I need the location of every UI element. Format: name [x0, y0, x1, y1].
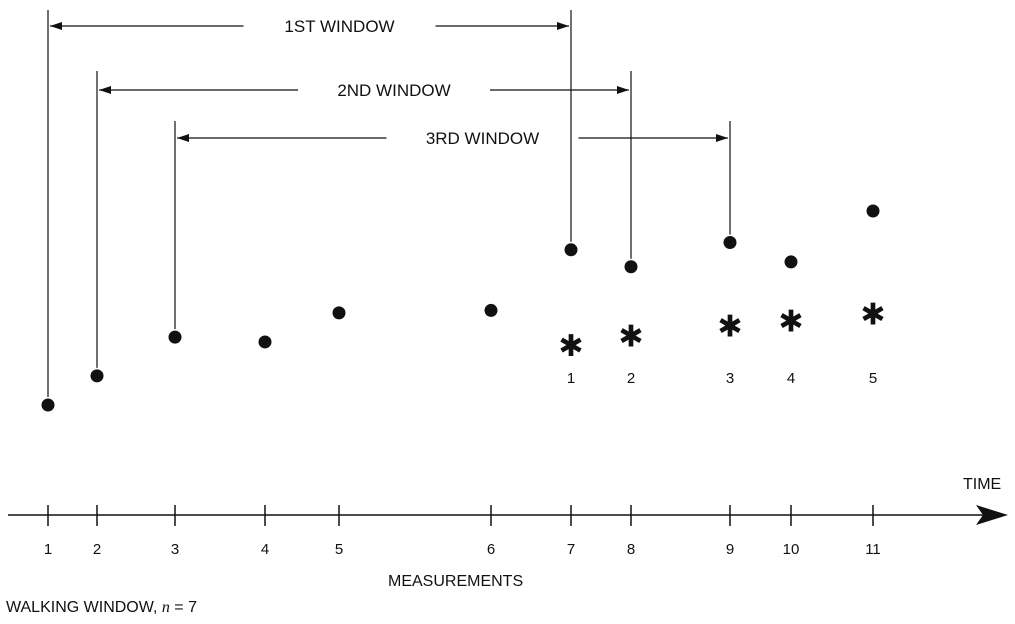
- window-result: ✱3: [717, 311, 742, 387]
- window-result: ✱1: [558, 330, 583, 387]
- measurements-label: MEASUREMENTS: [388, 573, 523, 590]
- window-result-label: 5: [869, 370, 877, 387]
- measurement-dot: [784, 255, 798, 269]
- axis-tick-label: 10: [783, 541, 800, 558]
- axis-tick-label: 2: [93, 541, 101, 558]
- window-result-label: 3: [726, 370, 734, 387]
- measurement-dot: [866, 204, 880, 218]
- axis-tick-label: 1: [44, 541, 52, 558]
- window-bracket: 3RD WINDOW: [174, 121, 731, 330]
- measurement-dot: [564, 243, 578, 257]
- measurement-dot: [484, 303, 498, 317]
- window-result: ✱2: [618, 320, 643, 387]
- measurement-dot: [41, 398, 55, 412]
- measurement-points: [41, 204, 880, 412]
- measurement-dot: [258, 335, 272, 349]
- measurement-dot: [723, 236, 737, 250]
- time-label: TIME: [963, 476, 1001, 493]
- window-result-asterisk: ✱: [717, 311, 742, 344]
- caption-suffix: = 7: [170, 599, 197, 616]
- axis-tick-label: 5: [335, 541, 343, 558]
- window-bracket: 1ST WINDOW: [47, 10, 572, 397]
- window-result-label: 4: [787, 370, 795, 387]
- axis-tick-label: 11: [865, 541, 881, 558]
- window-brackets: 1ST WINDOW 2ND WINDOW 3RD WINDOW: [47, 10, 731, 397]
- measurement-dot: [90, 369, 104, 383]
- window-result-asterisk: ✱: [778, 306, 803, 339]
- window-label: 2ND WINDOW: [337, 81, 450, 100]
- window-result-asterisk: ✱: [618, 320, 643, 353]
- window-result: ✱4: [778, 306, 803, 387]
- walking-window-caption: WALKING WINDOW, n = 7: [6, 599, 197, 616]
- window-label: 3RD WINDOW: [426, 129, 539, 148]
- window-bracket: 2ND WINDOW: [96, 71, 632, 368]
- caption-variable: n: [162, 599, 170, 616]
- window-result-label: 1: [567, 370, 575, 387]
- axis-tick-label: 7: [567, 541, 575, 558]
- caption-prefix: WALKING WINDOW,: [6, 599, 162, 616]
- measurement-dot: [332, 306, 346, 320]
- axis-tick-label: 6: [487, 541, 495, 558]
- axis-tick-label: 3: [171, 541, 179, 558]
- axis-tick-label: 4: [261, 541, 269, 558]
- measurement-dot: [168, 330, 182, 344]
- time-axis: TIME 1 2 3 4 5 6 7 8 9 10 11: [8, 476, 1008, 558]
- time-axis-arrowhead: [976, 505, 1008, 525]
- window-results: ✱1✱2✱3✱4✱5: [558, 298, 885, 387]
- window-result: ✱5: [860, 298, 885, 387]
- axis-ticks: 1 2 3 4 5 6 7 8 9 10 11: [44, 505, 881, 558]
- axis-tick-label: 9: [726, 541, 734, 558]
- axis-tick-label: 8: [627, 541, 635, 558]
- measurement-dot: [624, 260, 638, 274]
- window-label: 1ST WINDOW: [284, 17, 394, 36]
- window-result-label: 2: [627, 370, 635, 387]
- window-result-asterisk: ✱: [558, 330, 583, 363]
- window-result-asterisk: ✱: [860, 298, 885, 331]
